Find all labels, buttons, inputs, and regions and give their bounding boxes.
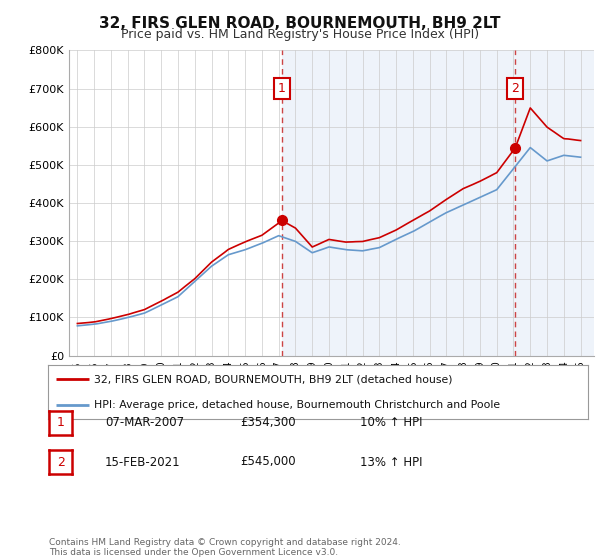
Text: 1: 1 xyxy=(278,82,286,95)
Text: 1: 1 xyxy=(56,416,65,430)
Text: Contains HM Land Registry data © Crown copyright and database right 2024.
This d: Contains HM Land Registry data © Crown c… xyxy=(49,538,401,557)
Text: HPI: Average price, detached house, Bournemouth Christchurch and Poole: HPI: Average price, detached house, Bour… xyxy=(94,400,500,410)
Text: 10% ↑ HPI: 10% ↑ HPI xyxy=(360,416,422,430)
Bar xyxy=(69,50,282,356)
Text: £545,000: £545,000 xyxy=(240,455,296,469)
Bar xyxy=(282,50,594,356)
Text: 07-MAR-2007: 07-MAR-2007 xyxy=(105,416,184,430)
Text: 13% ↑ HPI: 13% ↑ HPI xyxy=(360,455,422,469)
Text: 2: 2 xyxy=(511,82,519,95)
Text: 15-FEB-2021: 15-FEB-2021 xyxy=(105,455,181,469)
Text: 32, FIRS GLEN ROAD, BOURNEMOUTH, BH9 2LT (detached house): 32, FIRS GLEN ROAD, BOURNEMOUTH, BH9 2LT… xyxy=(94,374,452,384)
Text: 2: 2 xyxy=(56,455,65,469)
Text: Price paid vs. HM Land Registry's House Price Index (HPI): Price paid vs. HM Land Registry's House … xyxy=(121,28,479,41)
Text: £354,300: £354,300 xyxy=(240,416,296,430)
Text: 32, FIRS GLEN ROAD, BOURNEMOUTH, BH9 2LT: 32, FIRS GLEN ROAD, BOURNEMOUTH, BH9 2LT xyxy=(99,16,501,31)
